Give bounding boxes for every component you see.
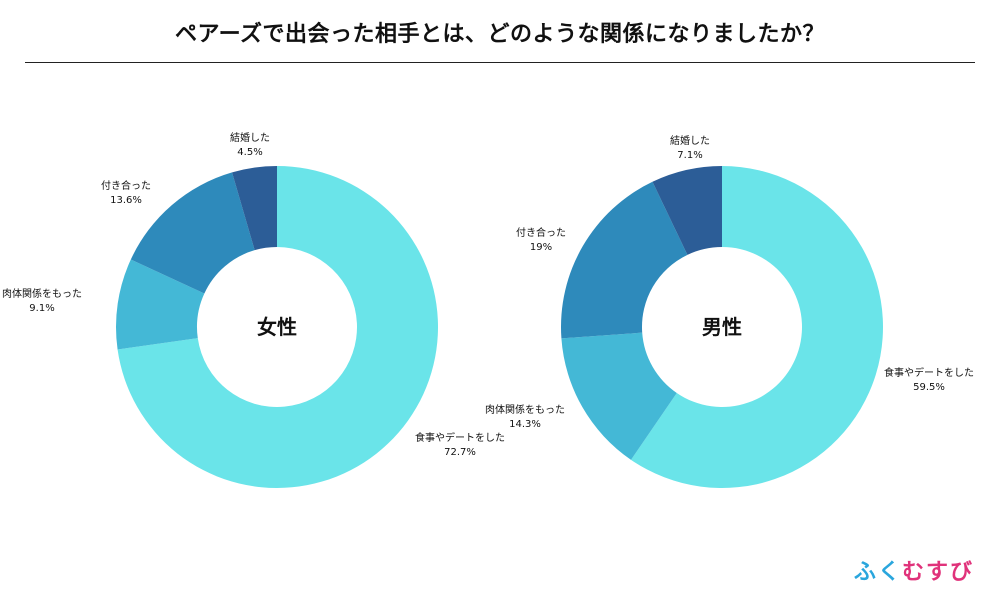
donut-center-label: 女性 bbox=[257, 315, 297, 339]
title-divider bbox=[25, 62, 975, 63]
donut-slice bbox=[130, 172, 255, 294]
slice-label: 食事やデートをした bbox=[884, 366, 974, 379]
donut-slice bbox=[561, 181, 688, 339]
brand-logo: ふくむすび bbox=[854, 554, 974, 586]
slice-label: 肉体関係をもった bbox=[485, 403, 565, 416]
donut-slice bbox=[561, 332, 677, 460]
slice-value-label: 14.3% bbox=[509, 419, 541, 430]
brand-char: び bbox=[949, 560, 974, 585]
slice-value-label: 13.6% bbox=[110, 195, 142, 206]
slice-value-label: 59.5% bbox=[913, 382, 945, 393]
brand-char: む bbox=[901, 560, 926, 585]
donut-slice bbox=[232, 166, 277, 251]
slice-value-label: 72.7% bbox=[444, 447, 476, 458]
donut-slice bbox=[117, 166, 438, 488]
donut-slice bbox=[116, 259, 205, 350]
donut-slice bbox=[631, 166, 884, 489]
brand-char: ふ bbox=[853, 560, 878, 585]
slice-label: 食事やデートをした bbox=[415, 431, 505, 444]
slice-label: 結婚した bbox=[230, 131, 270, 144]
slice-label: 付き合った bbox=[101, 179, 151, 192]
slice-label: 結婚した bbox=[670, 134, 710, 147]
slice-value-label: 9.1% bbox=[29, 303, 54, 314]
brand-char: す bbox=[925, 560, 950, 585]
donut-center-label: 男性 bbox=[702, 315, 742, 339]
brand-char: く bbox=[877, 560, 902, 585]
slice-label: 付き合った bbox=[516, 226, 566, 239]
slice-value-label: 19% bbox=[530, 242, 552, 253]
slice-value-label: 4.5% bbox=[237, 147, 262, 158]
slice-label: 肉体関係をもった bbox=[2, 287, 82, 300]
slice-value-label: 7.1% bbox=[677, 150, 702, 161]
page-title: ペアーズで出会った相手とは、どのような関係になりましたか？ bbox=[174, 22, 826, 47]
donut-slice bbox=[652, 166, 722, 255]
